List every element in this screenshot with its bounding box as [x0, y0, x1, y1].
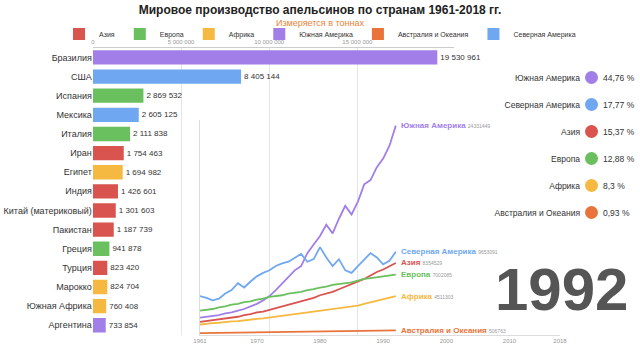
svg-text:Австралия и Океания: Австралия и Океания [398, 31, 469, 39]
svg-text:Иран: Иран [70, 148, 91, 158]
svg-text:Южная Америка 24331449: Южная Америка 24331449 [401, 121, 490, 130]
svg-text:8 405 144: 8 405 144 [244, 72, 280, 81]
svg-text:1 187 739: 1 187 739 [117, 225, 153, 234]
svg-text:Мексика: Мексика [56, 110, 91, 120]
svg-text:2 605 125: 2 605 125 [142, 110, 178, 119]
html-text:Южная Америка: Южная Америка [515, 72, 580, 83]
svg-text:10 000 000: 10 000 000 [254, 39, 285, 45]
svg-text:Азия 8354529: Азия 8354529 [401, 258, 442, 267]
svg-text:Мировое производство апельсино: Мировое производство апельсинов по стран… [139, 3, 502, 17]
svg-text:2000: 2000 [440, 338, 454, 344]
svg-text:Южная Америка: Южная Америка [299, 31, 353, 39]
svg-text:824 704: 824 704 [110, 282, 139, 291]
html-text:Европа: Европа [551, 153, 580, 164]
svg-text:2010: 2010 [503, 338, 517, 344]
svg-text:2 111 838: 2 111 838 [133, 129, 168, 138]
html-text:8,3 %: 8,3 % [603, 180, 625, 191]
svg-text:Измеряется в тоннах: Измеряется в тоннах [276, 18, 364, 28]
svg-text:1992: 1992 [495, 256, 628, 323]
svg-text:Бразилия: Бразилия [52, 53, 92, 63]
svg-text:Африка: Африка [229, 31, 255, 39]
svg-text:Марокко: Марокко [56, 282, 92, 292]
svg-text:760 408: 760 408 [109, 302, 138, 311]
svg-text:2018: 2018 [553, 338, 567, 344]
svg-text:Италия: Италия [61, 129, 92, 139]
svg-text:1 754 463: 1 754 463 [127, 149, 163, 158]
svg-text:Египет: Египет [64, 167, 92, 177]
svg-text:Австралия и Океания 506763: Австралия и Океания 506763 [401, 326, 506, 335]
svg-text:Пакистан: Пакистан [53, 225, 92, 235]
svg-text:Азия: Азия [99, 31, 115, 38]
svg-text:Испания: Испания [56, 91, 92, 101]
svg-text:733 854: 733 854 [109, 321, 138, 330]
svg-text:1 301 603: 1 301 603 [119, 206, 155, 215]
html-text:Азия: Азия [561, 126, 580, 137]
svg-text:Индия: Индия [65, 186, 92, 196]
svg-text:19 530 961: 19 530 961 [440, 53, 481, 62]
svg-text:823 420: 823 420 [110, 263, 139, 272]
html-text:Африка: Африка [549, 180, 580, 191]
html-text:Северная Америка: Северная Америка [504, 99, 580, 110]
svg-text:Европа 7002085: Европа 7002085 [401, 270, 452, 279]
svg-text:Греция: Греция [62, 244, 92, 254]
svg-text:1 694 982: 1 694 982 [126, 168, 162, 177]
svg-text:Африка 4511303: Африка 4511303 [401, 292, 454, 301]
svg-text:1 426 601: 1 426 601 [121, 187, 157, 196]
svg-text:Южная Африка: Южная Африка [27, 301, 92, 311]
html-text:0,93 %: 0,93 % [603, 207, 630, 218]
svg-text:5 000 000: 5 000 000 [168, 39, 195, 45]
html-text:15,37 %: 15,37 % [603, 126, 635, 137]
svg-text:Европа: Европа [160, 31, 184, 39]
html-text:12,88 %: 12,88 % [603, 153, 635, 164]
svg-text:Китай (материковый): Китай (материковый) [4, 206, 92, 216]
svg-text:1980: 1980 [313, 338, 327, 344]
svg-text:15 000 000: 15 000 000 [342, 39, 373, 45]
svg-text:1990: 1990 [376, 338, 390, 344]
svg-text:941 878: 941 878 [112, 244, 141, 253]
svg-text:1961: 1961 [193, 338, 207, 344]
html-text:Австралия и Океания: Австралия и Океания [494, 207, 580, 218]
svg-text:Северная Америка: Северная Америка [513, 31, 575, 39]
svg-text:1970: 1970 [250, 338, 264, 344]
html-text:44,76 %: 44,76 % [603, 72, 635, 83]
svg-text:0: 0 [91, 39, 95, 45]
svg-text:Турция: Турция [62, 263, 92, 273]
svg-text:Аргентина: Аргентина [49, 320, 92, 330]
html-text:17,77 %: 17,77 % [603, 99, 635, 110]
svg-text:США: США [71, 72, 92, 82]
svg-text:2 869 532: 2 869 532 [146, 91, 182, 100]
svg-text:Северная Америка 9653091: Северная Америка 9653091 [401, 247, 498, 256]
